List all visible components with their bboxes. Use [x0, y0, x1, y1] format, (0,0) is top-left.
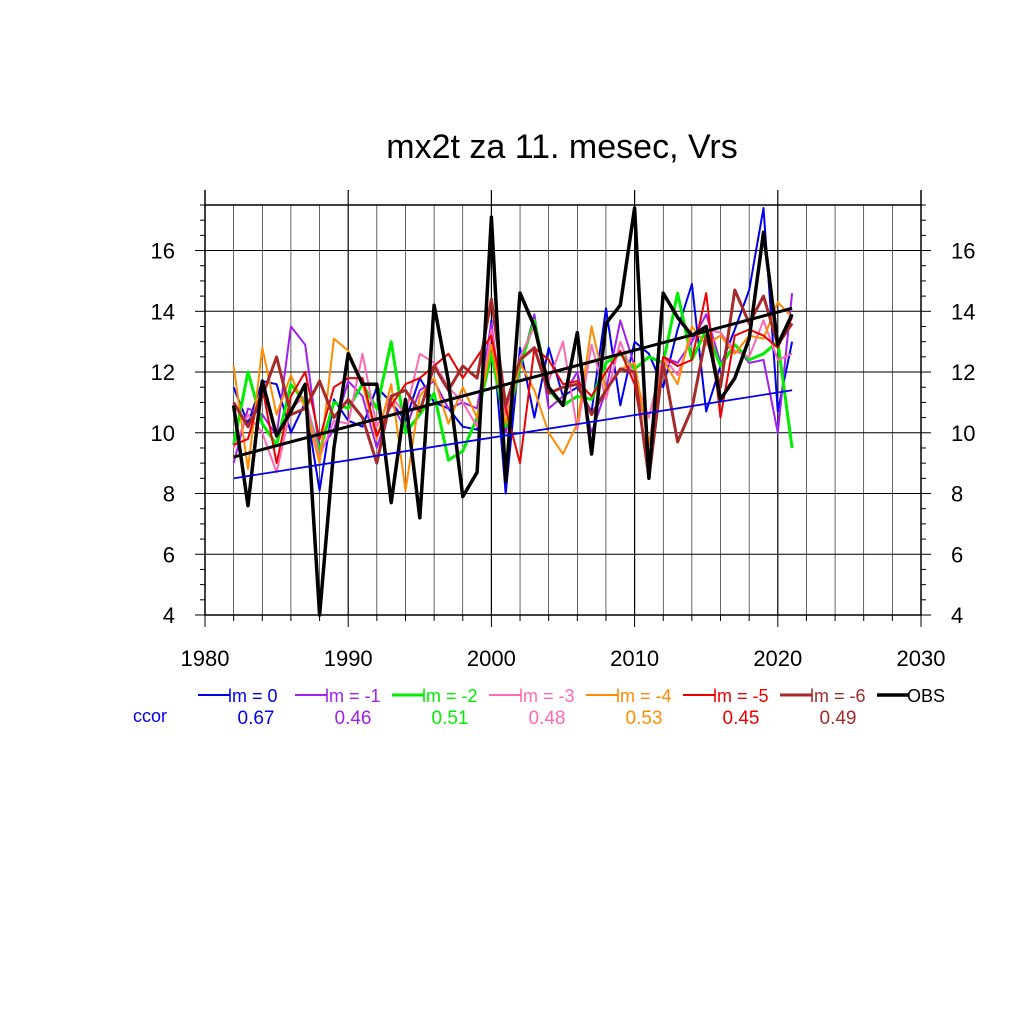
ccor-value: 0.45: [723, 708, 760, 729]
x-tick-label: 2030: [897, 646, 946, 671]
y-tick-label-left: 14: [151, 299, 175, 324]
legend-label: lm = -4: [616, 686, 672, 706]
y-tick-label-left: 8: [163, 482, 175, 507]
legend-entry-7: OBS: [877, 686, 945, 706]
ccor-value: 0.67: [238, 708, 275, 729]
plot-area: [231, 206, 794, 617]
trend-line-0: [233, 389, 793, 480]
y-tick-label-right: 10: [951, 421, 975, 446]
trend-line-7: [233, 306, 793, 459]
x-tick-label: 1980: [181, 646, 230, 671]
y-tick-label-right: 12: [951, 360, 975, 385]
y-tick-label-left: 4: [163, 603, 175, 628]
x-tick-label: 2000: [467, 646, 516, 671]
legend-label: lm = -1: [325, 686, 381, 706]
legend-label: lm = -5: [713, 686, 769, 706]
ccor-value: 0.53: [626, 708, 663, 729]
ccor-label: ccor: [133, 706, 167, 726]
y-tick-label-left: 12: [151, 360, 175, 385]
y-tick-label-right: 4: [951, 603, 963, 628]
y-tick-label-left: 6: [163, 542, 175, 567]
y-tick-label-right: 8: [951, 482, 963, 507]
y-tick-label-left: 16: [151, 239, 175, 264]
series-line-5: [233, 292, 794, 471]
legend-entry-3: lm = -30.48: [489, 686, 575, 729]
chart-title: mx2t za 11. mesec, Vrs: [386, 128, 737, 166]
y-tick-label-right: 6: [951, 542, 963, 567]
y-tick-label-left: 10: [151, 421, 175, 446]
plot-frame: [204, 204, 922, 616]
ccor-value: 0.49: [820, 708, 857, 729]
y-tick-label-right: 16: [951, 239, 975, 264]
axes: 4 4 6 6 8 8 10 10 12 12 14 14 16 16 1980 1990 2000 2010 20…: [151, 190, 975, 671]
legend-label: lm = -3: [519, 686, 575, 706]
ccor-value: 0.48: [529, 708, 566, 729]
ccor-value: 0.51: [432, 708, 469, 729]
x-tick-label: 2020: [753, 646, 802, 671]
legend-entry-2: lm = -20.51: [392, 686, 478, 729]
legend-label: lm = 0: [228, 686, 278, 706]
series-line-7: [231, 206, 794, 617]
y-tick-label-right: 14: [951, 299, 975, 324]
legend-entry-6: lm = -60.49: [780, 686, 866, 729]
legend-label: lm = -6: [810, 686, 866, 706]
x-tick-label: 2010: [610, 646, 659, 671]
ccor-value: 0.46: [335, 708, 372, 729]
legend-label: lm = -2: [422, 686, 478, 706]
x-tick-label: 1990: [324, 646, 373, 671]
legend-entry-0: lm = 00.67: [198, 686, 278, 729]
legend-entry-5: lm = -50.45: [683, 686, 769, 729]
legend-entry-1: lm = -10.46: [295, 686, 381, 729]
legend-label: OBS: [907, 686, 945, 706]
legend-entry-4: lm = -40.53: [586, 686, 672, 729]
